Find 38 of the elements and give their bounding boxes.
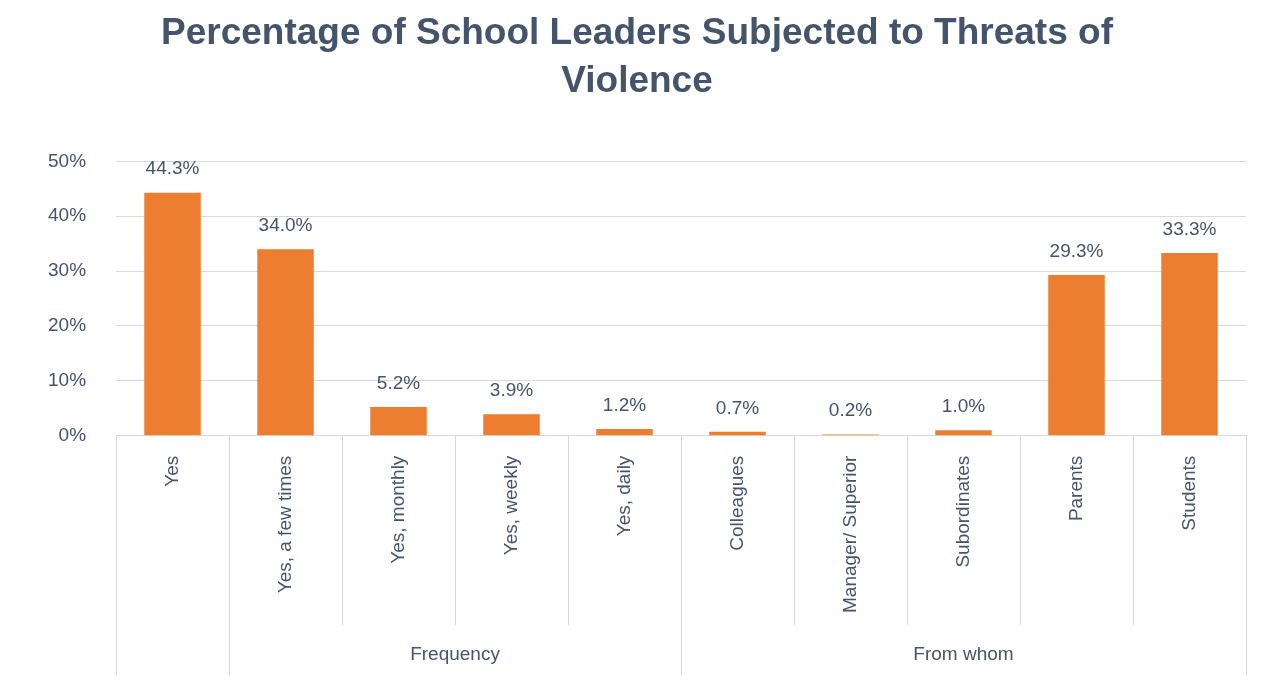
y-tick-label: 20% — [48, 314, 87, 336]
x-tick-label: Students — [1177, 455, 1199, 531]
x-tick-label: Subordinates — [951, 455, 973, 568]
data-label: 5.2% — [376, 371, 421, 393]
data-label: 1.0% — [941, 394, 986, 416]
x-tick-label: Parents — [1064, 455, 1086, 522]
y-tick-label: 30% — [48, 259, 87, 281]
text: Frequency — [410, 643, 501, 665]
x-tick-label: Manager/ Superior — [838, 454, 860, 614]
y-tick-label: 10% — [48, 369, 87, 391]
x-tick-label: Colleagues — [725, 455, 747, 551]
bar — [935, 430, 992, 436]
x-tick-label: Yes, weekly — [499, 455, 521, 556]
bar — [370, 407, 427, 436]
bar — [1048, 274, 1105, 436]
x-tick-label: Yes, monthly — [386, 455, 408, 564]
x-tick-label: Yes, daily — [612, 455, 634, 537]
bar — [709, 431, 766, 436]
data-label: 0.2% — [828, 399, 873, 421]
data-label: 3.9% — [489, 378, 534, 400]
text: From whom — [913, 643, 1014, 665]
x-tick-label: Yes, a few times — [273, 455, 295, 594]
y-tick-label: 0% — [58, 423, 87, 445]
data-label: 34.0% — [258, 213, 313, 235]
data-label: 44.3% — [145, 157, 200, 179]
data-label: 0.7% — [715, 396, 760, 418]
bar — [1161, 253, 1218, 436]
y-tick-label: 40% — [48, 204, 87, 226]
bar — [257, 249, 314, 436]
y-tick-label: 50% — [48, 149, 87, 171]
bar — [483, 414, 540, 436]
chart-title: Percentage of School Leaders Subjected to Threats of Violence — [160, 10, 1114, 102]
bar — [596, 429, 653, 436]
x-tick-label: Yes — [160, 455, 182, 487]
data-label: 1.2% — [602, 393, 647, 415]
bar — [144, 192, 201, 436]
data-label: 33.3% — [1162, 217, 1217, 239]
data-label: 29.3% — [1049, 239, 1104, 261]
